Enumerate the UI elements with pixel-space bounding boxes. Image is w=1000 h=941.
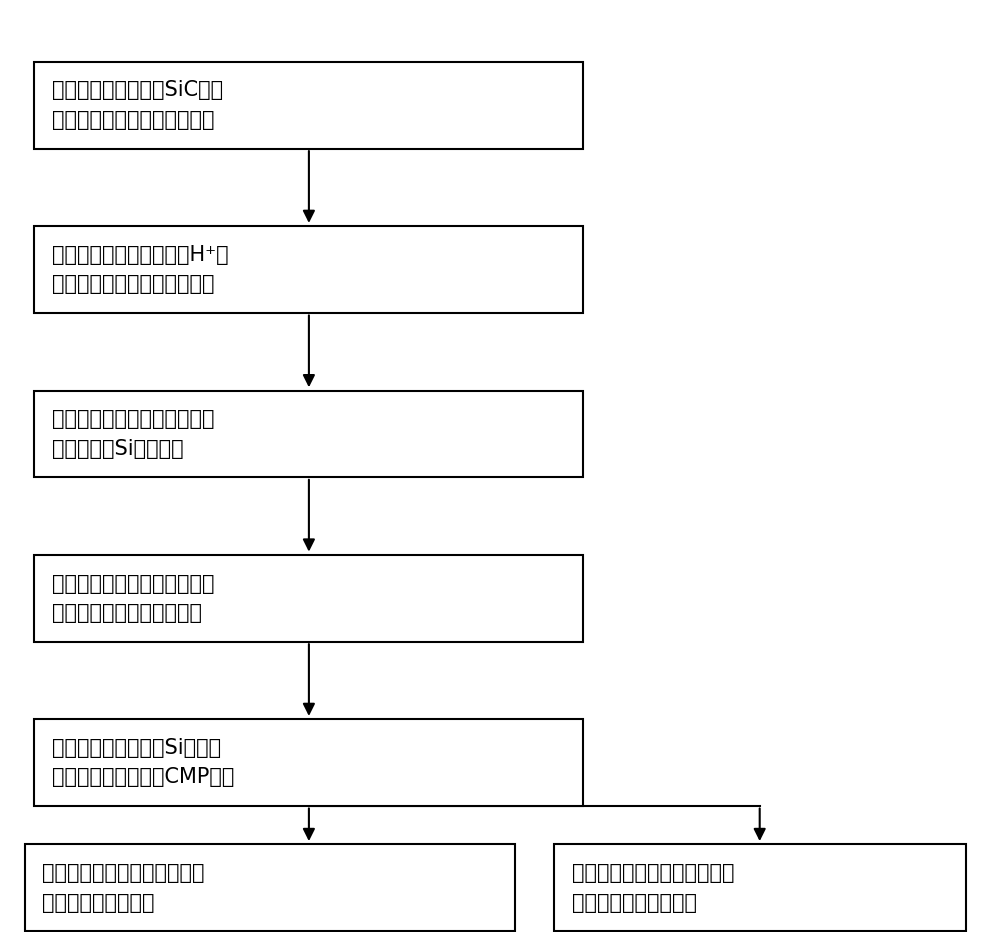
Text: 第一步：在蓝宝石（SiC）衬
底上生长宽禁带半导体外延层: 第一步：在蓝宝石（SiC）衬 底上生长宽禁带半导体外延层: [52, 81, 223, 130]
Bar: [554, 844, 966, 932]
Text: 第五步：对支撑衬底Si上的宽
禁带半导体薄膜进行CMP处理: 第五步：对支撑衬底Si上的宽 禁带半导体薄膜进行CMP处理: [52, 738, 235, 788]
Text: 第二步：外延层离子注入H⁺，
在其表层下面形成脆性气泡层: 第二步：外延层离子注入H⁺， 在其表层下面形成脆性气泡层: [52, 245, 229, 295]
Bar: [25, 844, 515, 932]
Text: 第四步：对键合的复合衬底进
行二步热处理，气泡层裂开: 第四步：对键合的复合衬底进 行二步热处理，气泡层裂开: [52, 573, 215, 623]
Text: 第三步：将外延层离子注入面
与支撑衬底Si进行键合: 第三步：将外延层离子注入面 与支撑衬底Si进行键合: [52, 409, 215, 459]
Bar: [34, 555, 583, 642]
Text: 直接在柔性外延衬底上生长宽
禁带半导体材料与器件: 直接在柔性外延衬底上生长宽 禁带半导体材料与器件: [572, 863, 734, 913]
Bar: [34, 226, 583, 313]
Bar: [34, 391, 583, 477]
Bar: [34, 62, 583, 149]
Text: 第六步：对宽禁带半导体薄膜
进行纳米图形化处理: 第六步：对宽禁带半导体薄膜 进行纳米图形化处理: [42, 863, 205, 913]
Bar: [34, 719, 583, 806]
